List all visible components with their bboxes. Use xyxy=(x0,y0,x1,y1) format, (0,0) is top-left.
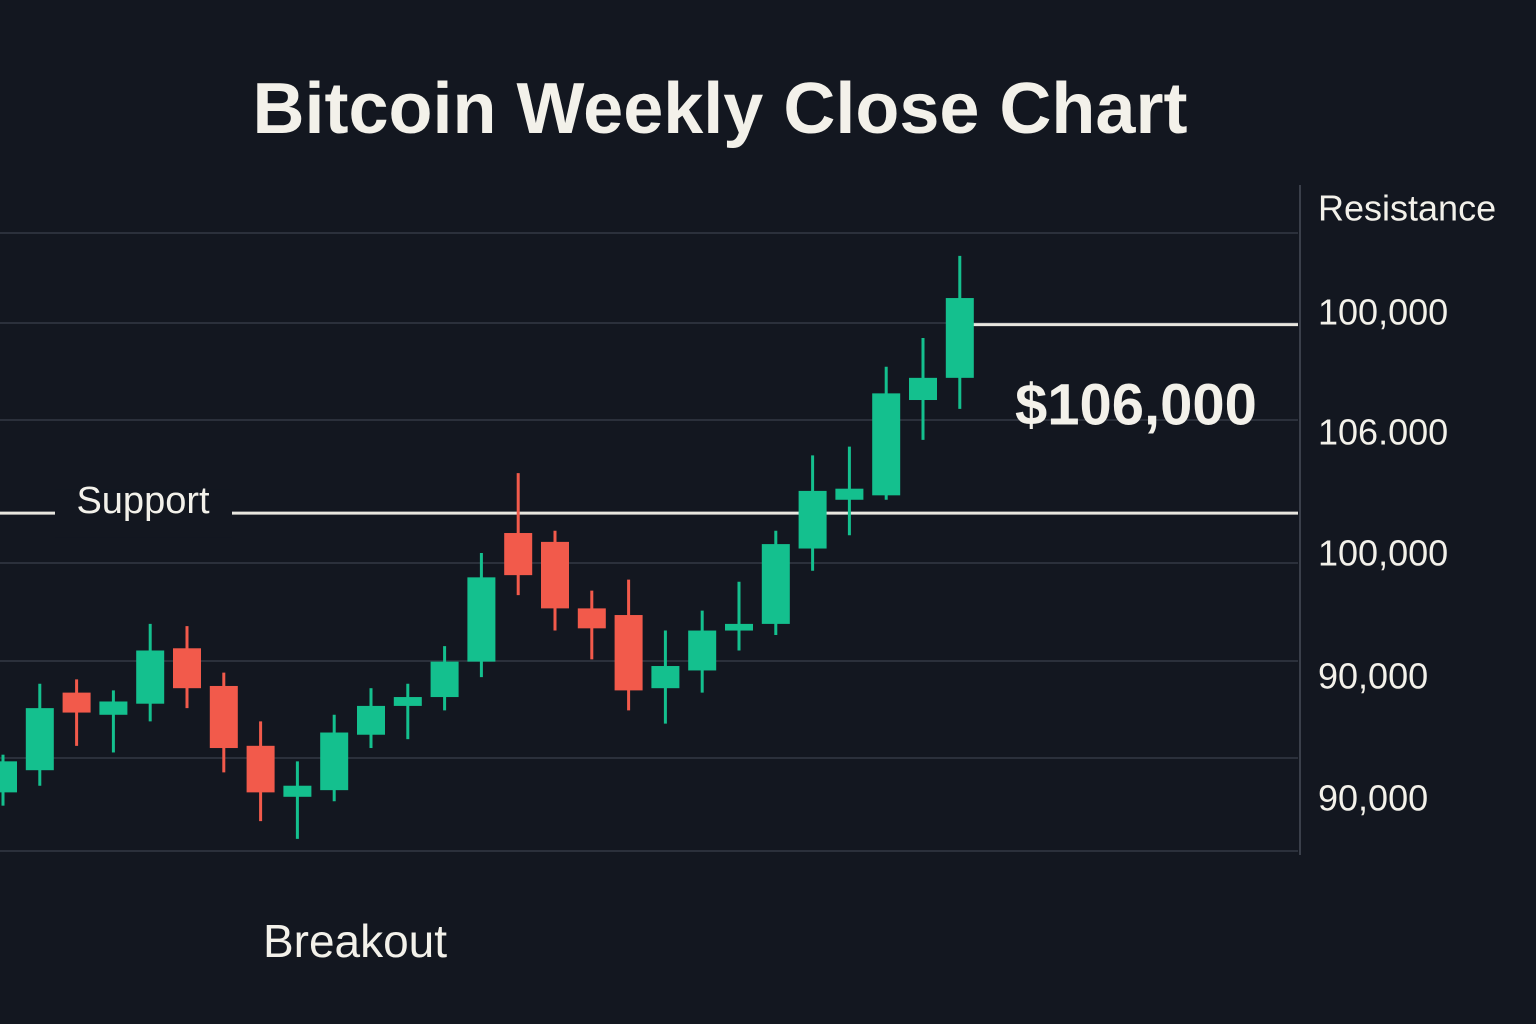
price-label: 90,000 xyxy=(1318,656,1428,697)
price-label: 100,000 xyxy=(1318,292,1448,333)
candle-body xyxy=(320,732,349,791)
candle-body xyxy=(688,630,717,671)
support-label: Support xyxy=(76,480,210,522)
candle-body xyxy=(209,685,238,749)
candle-body xyxy=(25,708,54,771)
price-label: 106.000 xyxy=(1318,412,1448,453)
candle-body xyxy=(651,666,680,689)
price-label: 90,000 xyxy=(1318,778,1428,819)
price-annotation: $106,000 xyxy=(1015,372,1257,437)
candle-body xyxy=(725,623,753,631)
candle-body xyxy=(614,615,643,691)
breakout-label: Breakout xyxy=(263,915,447,967)
chart-title: Bitcoin Weekly Close Chart xyxy=(253,69,1188,149)
candle-body xyxy=(283,785,312,797)
candle-body xyxy=(761,544,790,624)
candle-body xyxy=(872,393,901,496)
candle-body xyxy=(504,533,533,576)
candle-body xyxy=(99,701,128,715)
candle-body xyxy=(173,648,201,689)
candle-body xyxy=(945,298,974,378)
price-label: 100,000 xyxy=(1318,533,1448,574)
candle-body xyxy=(835,488,864,500)
candle-body xyxy=(541,541,569,609)
candle-body xyxy=(246,745,275,793)
candle-body xyxy=(467,577,496,662)
support-label-bg xyxy=(55,489,232,538)
candle-body xyxy=(62,692,91,713)
candle-body xyxy=(909,377,937,401)
candle-body xyxy=(393,697,422,706)
candle-body xyxy=(357,705,385,735)
resistance-label: Resistance xyxy=(1318,188,1496,229)
candle-body xyxy=(430,661,459,698)
candle-body xyxy=(136,650,165,704)
candle-body xyxy=(577,608,606,629)
candle-body xyxy=(0,761,17,793)
candle-body xyxy=(798,490,827,549)
